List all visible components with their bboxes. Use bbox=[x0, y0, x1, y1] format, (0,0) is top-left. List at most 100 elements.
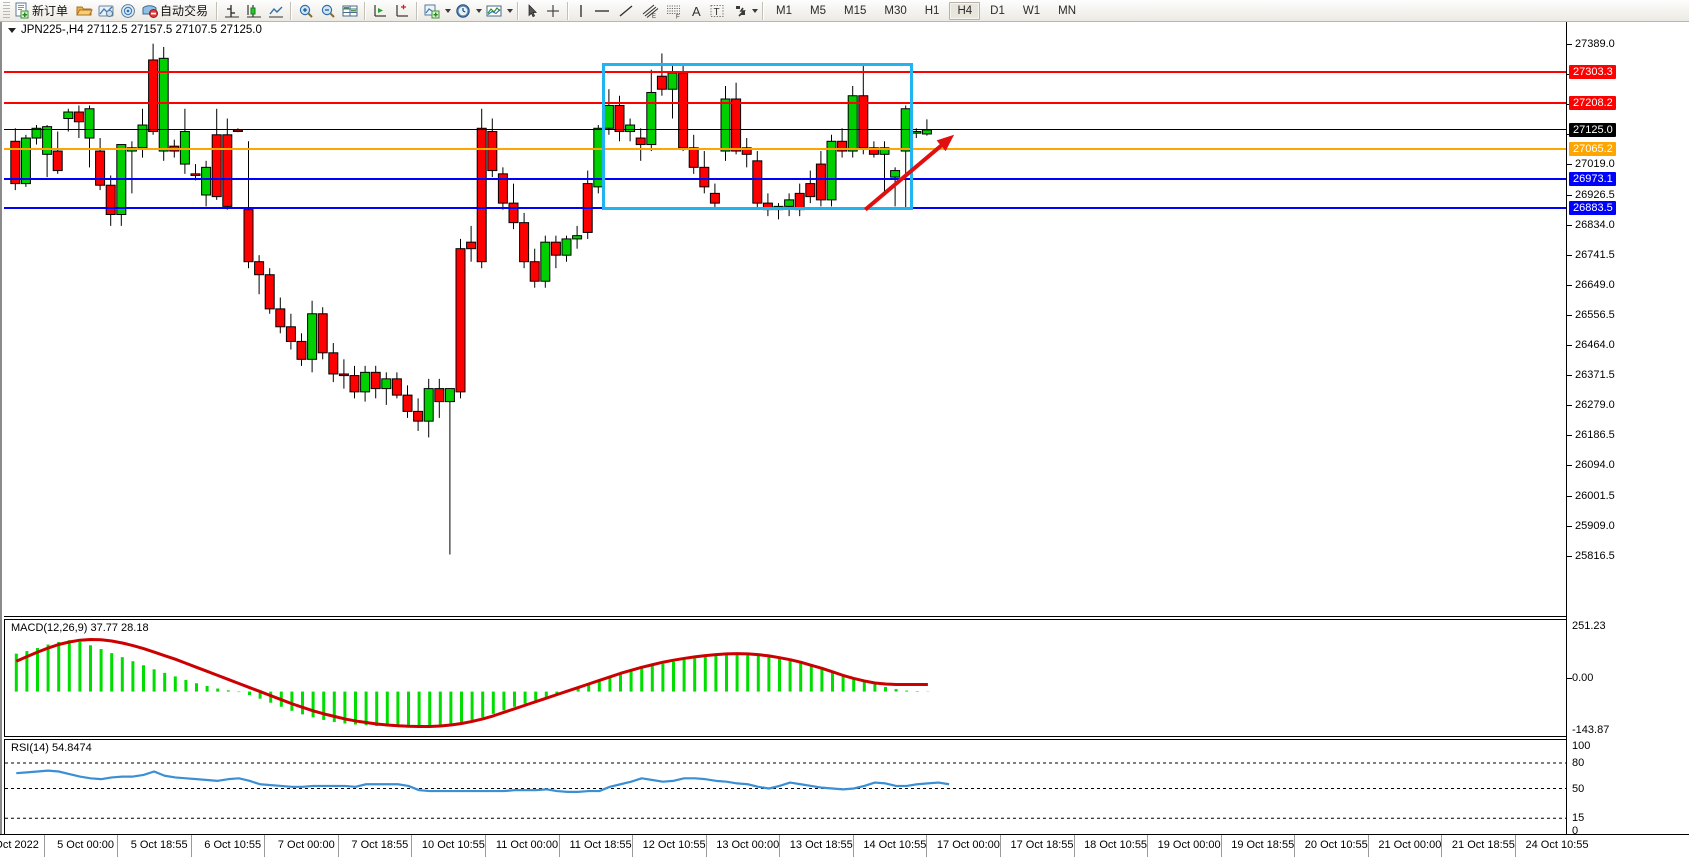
rsi-axis-label: 100 bbox=[1572, 740, 1591, 752]
candlestick-chart-button[interactable] bbox=[243, 1, 265, 21]
time-tick-label: 21 Oct 18:55 bbox=[1451, 839, 1515, 851]
price-tick bbox=[1567, 194, 1572, 196]
time-tick-label: 12 Oct 10:55 bbox=[642, 839, 706, 851]
toolbar-separator bbox=[762, 1, 765, 20]
data-window-button[interactable] bbox=[73, 1, 95, 21]
auto-trading-icon bbox=[141, 3, 159, 19]
timeframe-h1[interactable]: H1 bbox=[924, 4, 940, 17]
chart-shift-button[interactable] bbox=[391, 1, 413, 21]
time-tick-label: 21 Oct 00:00 bbox=[1378, 839, 1442, 851]
timeframe-h4[interactable]: H4 bbox=[949, 1, 981, 20]
chart-menu-caret-icon[interactable] bbox=[8, 27, 16, 33]
new-order-icon bbox=[14, 2, 31, 19]
zoom-in-button[interactable] bbox=[295, 1, 317, 21]
chart-shift-icon bbox=[393, 3, 411, 19]
time-tick-label: 5 Oct 18:55 bbox=[130, 839, 188, 851]
indicators-button[interactable] bbox=[421, 1, 443, 21]
auto-scroll-button[interactable] bbox=[369, 1, 391, 21]
consolidation-zone-rectangle[interactable] bbox=[601, 63, 913, 211]
market-watch-button[interactable] bbox=[117, 1, 139, 21]
templates-dropdown-caret[interactable] bbox=[505, 2, 514, 20]
line-chart-button[interactable] bbox=[265, 1, 287, 21]
chart-area[interactable]: JPN225-,H4 27112.5 27157.5 27107.5 27125… bbox=[0, 22, 1689, 838]
timeframe-mn[interactable]: MN bbox=[1058, 4, 1076, 17]
price-tick bbox=[1567, 405, 1572, 407]
toolbar-grip[interactable] bbox=[3, 1, 10, 20]
vertical-line-button[interactable] bbox=[572, 1, 590, 21]
macd-axis-label: 251.23 bbox=[1572, 620, 1606, 632]
auto-trading-label: 自动交易 bbox=[160, 4, 209, 18]
arrows-dropdown-caret[interactable] bbox=[750, 2, 759, 20]
time-tick bbox=[1441, 835, 1443, 857]
price-level-label-pivot: 27065.2 bbox=[1569, 142, 1616, 157]
price-pane[interactable]: JPN225-,H4 27112.5 27157.5 27107.5 27125… bbox=[4, 22, 1652, 617]
price-tick-label: 26649.0 bbox=[1575, 278, 1615, 291]
price-level-current-price[interactable] bbox=[4, 128, 1652, 130]
price-tick-label: 27019.0 bbox=[1575, 158, 1615, 171]
folder-icon bbox=[75, 3, 93, 19]
macd-axis-tick bbox=[1567, 678, 1572, 679]
time-tick bbox=[779, 835, 781, 857]
periods-button[interactable] bbox=[452, 1, 474, 21]
svg-text:A: A bbox=[692, 4, 701, 19]
templates-button[interactable] bbox=[483, 1, 505, 21]
macd-axis-label: -143.87 bbox=[1572, 724, 1610, 736]
bar-chart-button[interactable] bbox=[221, 1, 243, 21]
timeframe-m30[interactable]: M30 bbox=[884, 4, 907, 17]
bullish-breakout-arrow[interactable] bbox=[4, 22, 1652, 616]
price-level-resistance[interactable] bbox=[4, 70, 1652, 73]
price-level-pivot[interactable] bbox=[4, 148, 1652, 151]
timeframe-m5[interactable]: M5 bbox=[810, 4, 826, 17]
timeframe-m15[interactable]: M15 bbox=[844, 4, 867, 17]
price-tick bbox=[1567, 164, 1572, 166]
add-indicator-icon bbox=[423, 3, 441, 19]
svg-text:F: F bbox=[676, 14, 680, 19]
price-level-label-support: 26973.1 bbox=[1569, 172, 1616, 187]
time-tick bbox=[337, 835, 339, 857]
symbol-ohlc-text: JPN225-,H4 27112.5 27157.5 27107.5 27125… bbox=[21, 24, 262, 36]
channel-icon: E bbox=[640, 3, 660, 19]
price-level-support[interactable] bbox=[4, 178, 1652, 181]
timeframe-d1[interactable]: D1 bbox=[990, 4, 1005, 17]
text-label-button[interactable]: T bbox=[706, 1, 728, 21]
timeframe-w1[interactable]: W1 bbox=[1022, 4, 1041, 17]
price-level-resistance[interactable] bbox=[4, 101, 1652, 104]
zoom-out-button[interactable] bbox=[317, 1, 339, 21]
navigator-button[interactable] bbox=[95, 1, 117, 21]
template-icon bbox=[485, 3, 503, 19]
trendline-button[interactable] bbox=[614, 1, 638, 21]
price-tick bbox=[1567, 555, 1572, 557]
price-tick-label: 26741.5 bbox=[1575, 248, 1615, 261]
price-tick-label: 27389.0 bbox=[1575, 38, 1615, 50]
time-tick bbox=[852, 835, 854, 857]
time-tick bbox=[632, 835, 634, 857]
text-button[interactable]: A bbox=[686, 1, 706, 21]
macd-pane[interactable]: MACD(12,26,9) 37.77 28.18 bbox=[4, 619, 1652, 737]
crosshair-button[interactable] bbox=[542, 1, 564, 21]
new-order-label: 新订单 bbox=[32, 4, 69, 18]
new-order-button[interactable]: 新订单 bbox=[12, 1, 73, 21]
indicators-dropdown-caret[interactable] bbox=[443, 2, 452, 20]
periods-dropdown-caret[interactable] bbox=[474, 2, 483, 20]
time-axis[interactable]: 4 Oct 2022 5 Oct 00:00 5 Oct 18:55 6 Oct 10… bbox=[0, 834, 1689, 857]
horizontal-line-button[interactable] bbox=[590, 1, 614, 21]
auto-trading-button[interactable]: 自动交易 bbox=[139, 1, 213, 21]
time-tick-label: 20 Oct 10:55 bbox=[1304, 839, 1368, 851]
candlestick-icon bbox=[245, 3, 263, 19]
zoom-out-icon bbox=[319, 3, 337, 19]
price-tick-label: 26186.5 bbox=[1575, 429, 1615, 442]
arrows-button[interactable] bbox=[728, 1, 750, 21]
time-tick-label: 13 Oct 00:00 bbox=[716, 839, 780, 851]
timeframe-m1[interactable]: M1 bbox=[776, 4, 793, 17]
time-tick bbox=[1515, 835, 1516, 857]
cursor-button[interactable] bbox=[522, 1, 542, 21]
grid-button[interactable] bbox=[339, 1, 361, 21]
fibonacci-button[interactable]: F bbox=[662, 1, 686, 21]
equidistant-channel-button[interactable]: E bbox=[638, 1, 662, 21]
time-tick-label: 10 Oct 10:55 bbox=[421, 839, 485, 851]
toolbar-separator bbox=[517, 1, 520, 20]
rsi-title: RSI(14) 54.8474 bbox=[11, 742, 92, 754]
rsi-pane[interactable]: RSI(14) 54.8474 bbox=[4, 739, 1652, 838]
price-axis[interactable]: 27389.027296.527204.027111.527019.026926… bbox=[1566, 22, 1689, 837]
toolbar-separator bbox=[416, 1, 419, 20]
